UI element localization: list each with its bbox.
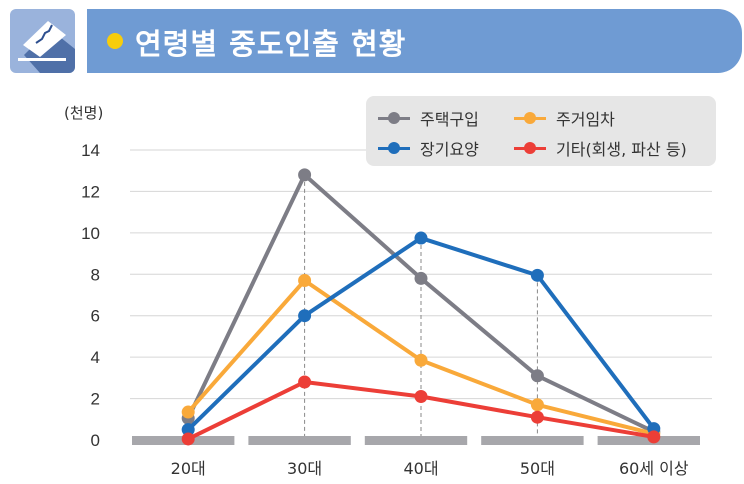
data-point <box>181 405 195 419</box>
data-point <box>298 274 312 287</box>
y-tick-label: 14 <box>81 141 100 160</box>
legend-marker-icon <box>514 141 546 154</box>
x-axis-segment <box>248 436 351 445</box>
legend-marker-icon <box>514 111 546 124</box>
x-tick-label: 60세 이상 <box>619 459 689 478</box>
x-axis-segment <box>364 436 468 445</box>
data-point <box>414 231 428 245</box>
data-point <box>298 168 312 182</box>
legend-item: 주거임차 <box>514 106 615 130</box>
legend-label: 기타(회생, 파산 등) <box>556 140 687 159</box>
legend-label: 주택구입 <box>420 110 479 129</box>
data-point <box>181 423 195 437</box>
y-tick-label: 0 <box>91 431 100 450</box>
y-tick-label: 6 <box>91 307 100 326</box>
data-point <box>530 410 544 424</box>
x-tick-label: 20대 <box>171 459 206 478</box>
x-tick-label: 40대 <box>403 459 438 478</box>
data-point <box>647 430 661 444</box>
data-point <box>530 268 544 282</box>
legend-item: 주택구입 <box>378 106 479 130</box>
y-tick-label: 2 <box>91 390 100 409</box>
data-point <box>181 432 195 446</box>
legend-label: 장기요양 <box>420 140 479 159</box>
y-tick-label: 8 <box>91 265 100 284</box>
data-point <box>414 390 428 403</box>
data-point <box>530 369 544 383</box>
data-point <box>414 353 428 367</box>
y-tick-label: 10 <box>81 224 100 243</box>
legend-item: 장기요양 <box>378 136 479 160</box>
title-banner: 연령별 중도인출 현황 <box>87 9 742 73</box>
bullet-dot <box>107 33 123 49</box>
legend-item: 기타(회생, 파산 등) <box>514 136 687 160</box>
y-axis-unit: (천명) <box>64 104 104 122</box>
data-point <box>530 398 544 412</box>
data-point <box>414 271 428 285</box>
y-tick-label: 4 <box>91 348 100 367</box>
legend-marker-icon <box>378 141 410 154</box>
legend-marker-icon <box>378 111 410 124</box>
legend-label: 주거임차 <box>556 110 615 129</box>
chart-title: 연령별 중도인출 현황 <box>135 27 407 61</box>
x-tick-label: 50대 <box>520 459 555 478</box>
x-tick-label: 30대 <box>287 459 322 478</box>
data-point <box>298 375 312 389</box>
money-deposit-icon <box>10 9 75 73</box>
y-tick-label: 12 <box>81 182 100 201</box>
data-point <box>298 309 312 323</box>
x-axis-segment <box>481 436 584 445</box>
